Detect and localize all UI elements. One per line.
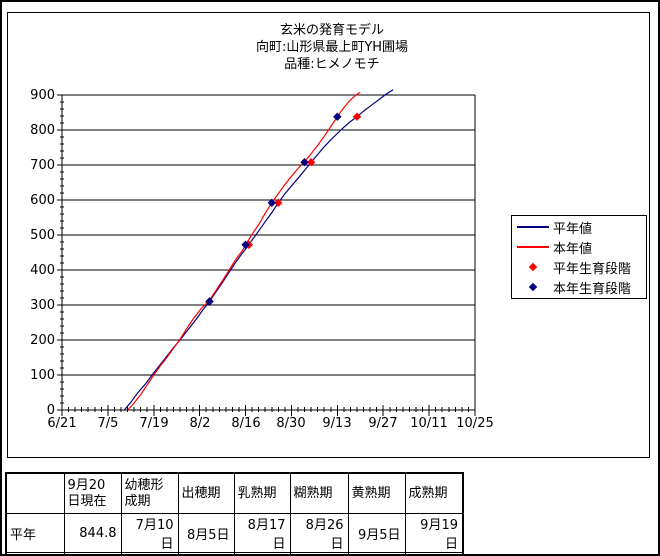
legend-marker-sample-navy [517, 282, 549, 292]
data-cell: 7月11日 [120, 552, 179, 554]
header-cell-empty [5, 472, 65, 514]
diamond-icon [528, 282, 538, 292]
chart-title-line3: 品種:ヒメノモチ [284, 57, 380, 72]
diamond-icon [528, 262, 538, 272]
table-header-row: 9月20日現在 幼穂形成期 出穂期 乳熟期 糊熟期 黄熟期 成熟期 [5, 472, 464, 514]
chart-title-line2: 向町:山形県最上町YH圃場 [255, 40, 409, 55]
table-row-2005: 2005年 908.1 7月11日 8月5日 8月16日 8月24日 9月3日 … [5, 552, 464, 554]
data-cell: 908.1 [63, 552, 122, 554]
header-cell: 出穂期 [177, 472, 235, 514]
data-cell: 8月24日 [289, 552, 349, 554]
legend-label: 平年値 [553, 221, 593, 237]
header-cell: 黄熟期 [347, 472, 406, 514]
row-label: 2005年 [5, 552, 65, 554]
data-cell: 9月5日 [347, 513, 406, 553]
header-cell: 成熟期 [404, 472, 464, 514]
legend-item-heinen-line: 平年値 [512, 217, 646, 237]
data-cell: 9月3日 [347, 552, 406, 554]
legend-item-honnen-stages: 本年生育段階 [512, 277, 646, 297]
header-cell: 幼穂形成期 [120, 472, 179, 514]
data-cell: 9月19日 [404, 513, 464, 553]
data-cell: 8月5日 [177, 513, 235, 553]
data-cell: 8月26日 [289, 513, 349, 553]
data-cell: 8月16日 [233, 552, 291, 554]
legend-marker-sample-red [517, 262, 549, 272]
growth-stage-table: 9月20日現在 幼穂形成期 出穂期 乳熟期 糊熟期 黄熟期 成熟期 平年 844… [5, 472, 464, 554]
legend-label: 本年生育段階 [553, 281, 632, 297]
header-cell: 糊熟期 [289, 472, 349, 514]
data-cell: 8月17日 [233, 513, 291, 553]
chart-title-line1: 玄米の発育モデル [279, 23, 384, 38]
table-row-heinen: 平年 844.8 7月10日 8月5日 8月17日 8月26日 9月5日 9月1… [5, 513, 464, 553]
legend-line-sample-navy [517, 226, 549, 228]
data-cell: 8月5日 [177, 552, 235, 554]
row-label: 平年 [5, 513, 65, 553]
legend-item-honnen-line: 本年値 [512, 237, 646, 257]
chart-title: 玄米の発育モデル 向町:山形県最上町YH圃場 品種:ヒメノモチ [2, 22, 658, 73]
data-cell: 7月10日 [120, 513, 179, 553]
data-cell: 844.8 [63, 513, 122, 553]
data-cell: 9月13日 [404, 552, 464, 554]
legend-label: 本年値 [553, 241, 593, 257]
legend-label: 平年生育段階 [553, 261, 632, 277]
legend: 平年値 本年値 平年生育段階 本年生育段階 [511, 215, 647, 299]
legend-line-sample-red [517, 246, 549, 248]
header-cell: 9月20日現在 [63, 472, 122, 514]
header-cell: 乳熟期 [233, 472, 291, 514]
legend-item-heinen-stages: 平年生育段階 [512, 257, 646, 277]
